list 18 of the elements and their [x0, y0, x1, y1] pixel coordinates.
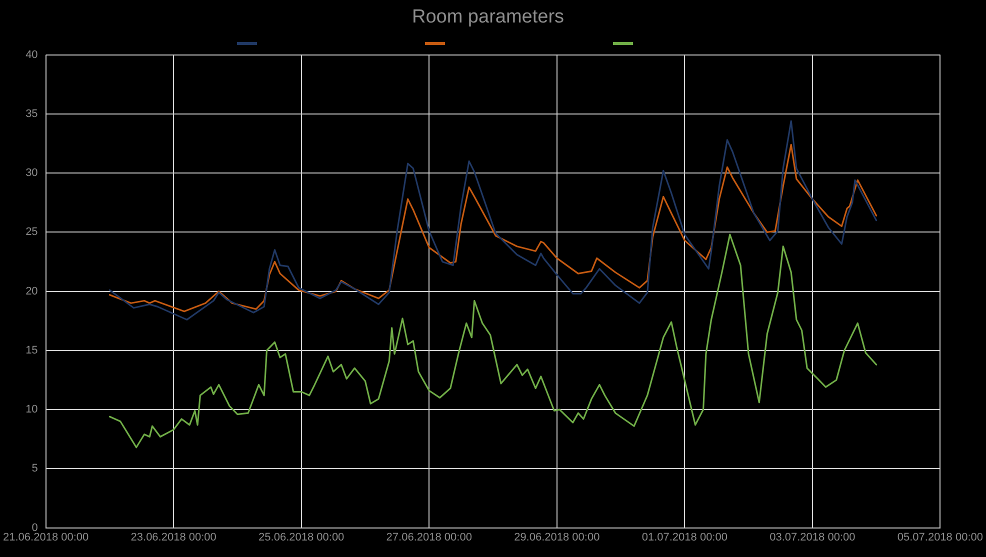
x-tick-label: 23.06.2018 00:00 [130, 531, 216, 544]
y-tick-label: 20 [26, 285, 38, 298]
x-tick-label: 03.07.2018 00:00 [770, 531, 856, 544]
x-tick-label: 25.06.2018 00:00 [258, 531, 344, 544]
x-tick-label: 29.06.2018 00:00 [514, 531, 600, 544]
y-tick-label: 25 [26, 226, 38, 238]
x-tick-label: 01.07.2018 00:00 [642, 531, 728, 544]
y-tick-label: 5 [32, 462, 38, 475]
x-tick-label: 21.06.2018 00:00 [3, 531, 89, 544]
y-tick-label: 40 [26, 48, 38, 61]
y-tick-label: 30 [26, 167, 38, 180]
x-tick-label: 05.07.2018 00:00 [897, 531, 983, 544]
chart-title: Room parameters [412, 6, 564, 28]
y-tick-label: 0 [32, 522, 38, 534]
y-tick-label: 10 [26, 404, 38, 416]
y-tick-label: 35 [26, 108, 38, 120]
x-tick-label: 27.06.2018 00:00 [386, 531, 472, 544]
y-tick-label: 15 [26, 344, 38, 356]
